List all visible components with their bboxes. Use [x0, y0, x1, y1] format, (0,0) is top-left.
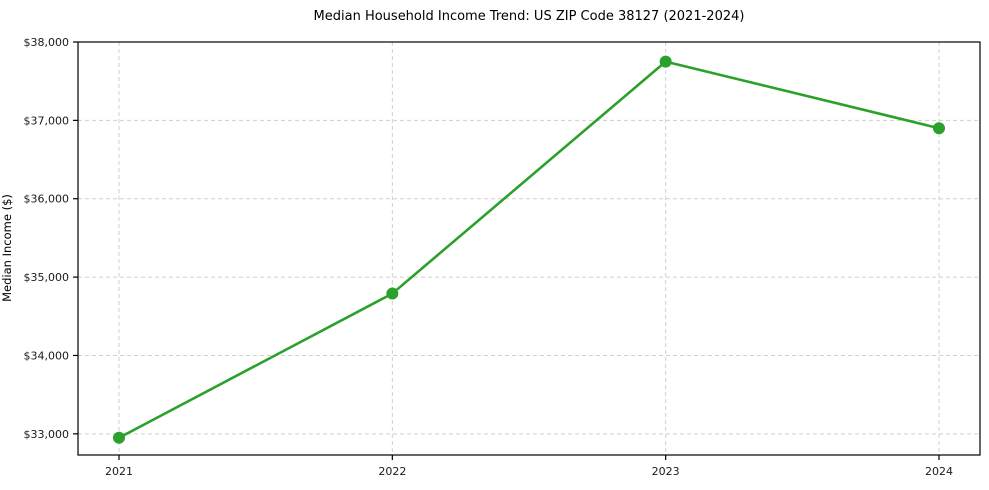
y-tick-label: $35,000	[24, 271, 70, 284]
x-tick-label: 2022	[378, 465, 406, 478]
y-tick-label: $38,000	[24, 36, 70, 49]
x-tick-label: 2021	[105, 465, 133, 478]
y-tick-label: $33,000	[24, 428, 70, 441]
data-point-marker	[386, 287, 399, 300]
y-tick-label: $37,000	[24, 114, 70, 127]
line-series	[117, 60, 941, 440]
axes-frame	[77, 41, 981, 456]
data-point-marker	[933, 122, 945, 135]
chart-title: Median Household Income Trend: US ZIP Co…	[313, 9, 745, 24]
y-tick-label: $34,000	[24, 349, 70, 362]
data-point-marker	[659, 55, 672, 68]
data-point-marker	[113, 431, 125, 444]
x-tick-label: 2024	[925, 465, 953, 478]
x-tick-label: 2023	[652, 465, 680, 478]
y-axis-label: Median Income ($)	[0, 194, 14, 302]
y-tick-label: $36,000	[24, 193, 70, 206]
